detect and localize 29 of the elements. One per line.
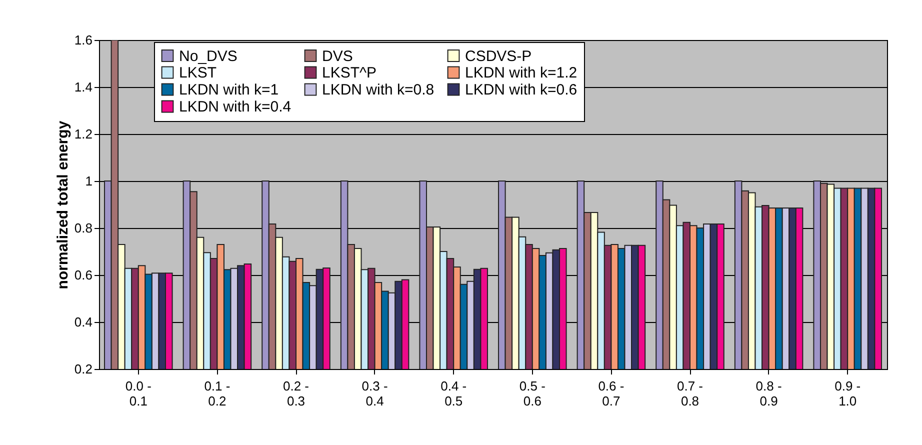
legend-label: LKDN with k=0.6 (465, 82, 578, 98)
x-tick-label: 0.7 - 0.8 (676, 378, 704, 408)
x-tick-label: 0.4 - 0.5 (440, 378, 467, 408)
legend-label: LKST (179, 64, 217, 82)
y-axis-title: normalized total energy (54, 120, 72, 290)
y-tick-label: 1 (85, 174, 92, 188)
legend-label: DVS (322, 48, 353, 65)
x-tick-label: 0.3 - 0.4 (362, 378, 388, 408)
x-tick-label: 0.6 - 0.7 (598, 378, 624, 408)
legend-label: LKST^P (322, 64, 377, 82)
legend-label: No_DVS (179, 48, 238, 65)
x-tick-label: 0.1 - 0.2 (204, 378, 230, 408)
y-tick-label: 1.6 (74, 32, 92, 48)
legend-label: LKDN with k=1 (179, 82, 279, 98)
x-tick-label: 0.5 - 0.6 (519, 378, 546, 408)
x-tick-label: 0.0 - 0.1 (125, 378, 152, 408)
legend-label: LKDN with k=0.8 (322, 82, 434, 98)
legend-label: CSDVS-P (465, 48, 532, 65)
y-tick-label: 0.2 (74, 362, 92, 376)
y-tick-label: 0.4 (74, 314, 92, 330)
y-tick-label: 1.4 (74, 80, 92, 94)
x-tick-label: 0.8 - 0.9 (756, 378, 782, 408)
legend-label: LKDN with k=1.2 (465, 64, 578, 82)
y-tick-label: 1.2 (74, 126, 92, 142)
x-tick-label: 0.2 - 0.3 (282, 378, 310, 408)
x-tick-label: 0.9 - 1.0 (834, 378, 861, 408)
legend-label: LKDN with k=0.4 (179, 98, 292, 116)
y-tick-label: 0.8 (74, 220, 92, 236)
y-tick-label: 0.6 (74, 268, 92, 282)
